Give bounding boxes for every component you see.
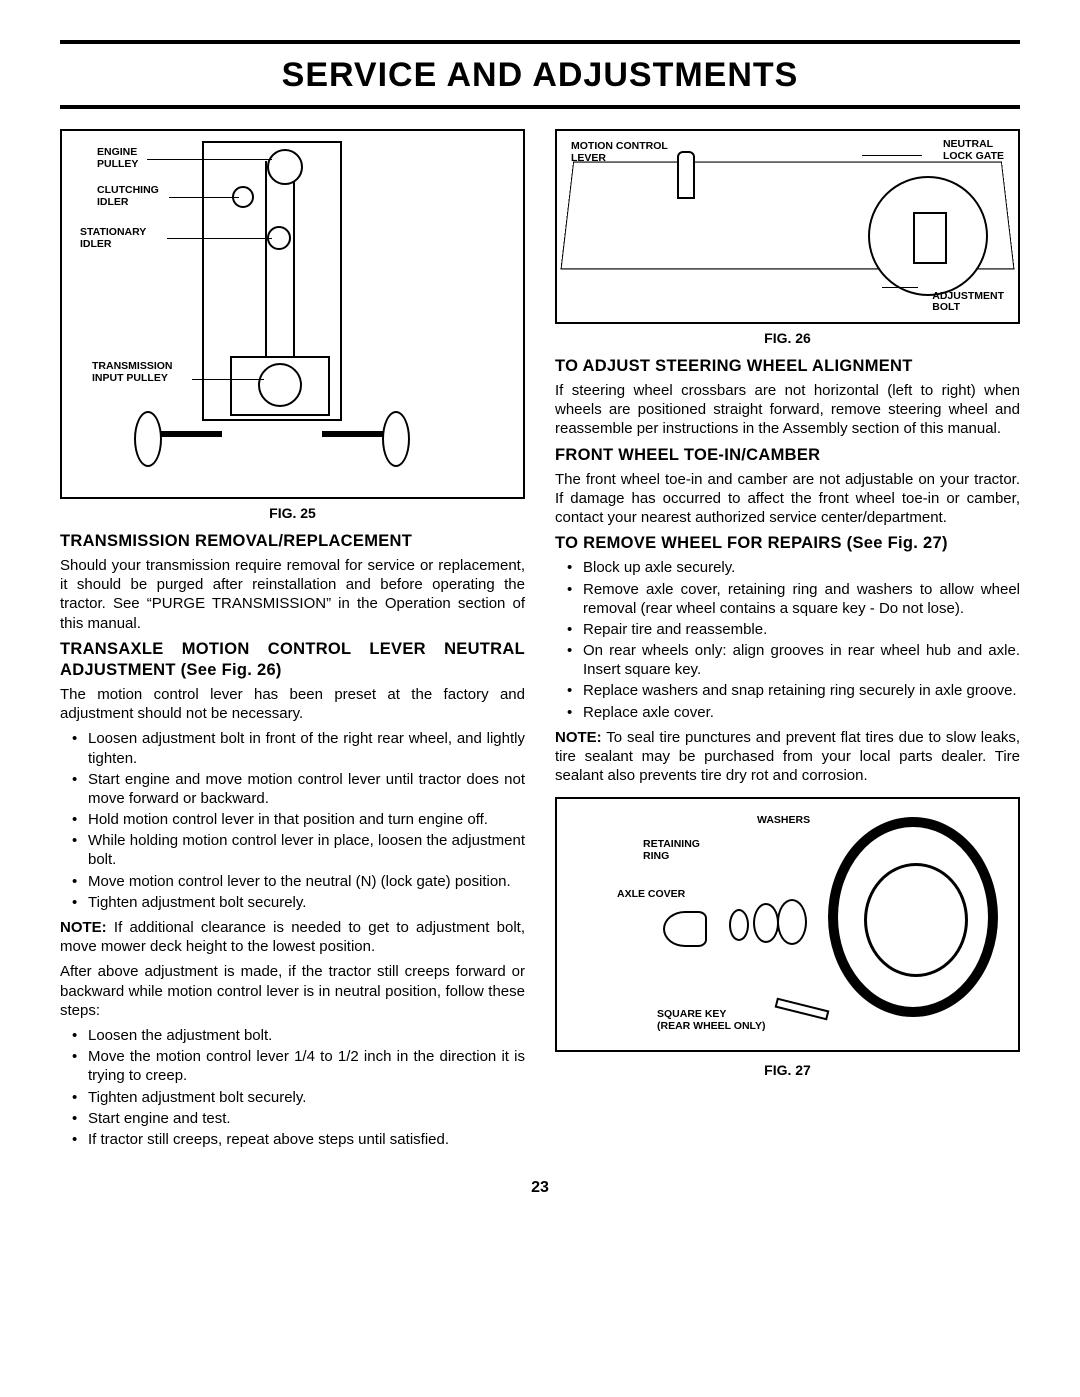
note-text: To seal tire punctures and prevent flat … [555, 729, 1020, 784]
leader-line [147, 159, 272, 160]
leader-line [882, 287, 918, 288]
label-engine-pulley: ENGINE PULLEY [97, 147, 138, 170]
figure-26-caption: FIG. 26 [555, 330, 1020, 348]
washer-icon [753, 903, 779, 943]
note-clearance: NOTE: If additional clearance is needed … [60, 918, 525, 956]
drive-belt [265, 161, 295, 389]
list-item: Move the motion control lever 1/4 to 1/2… [60, 1047, 525, 1085]
motion-control-lever-icon [677, 151, 695, 199]
paragraph: The front wheel toe-in and camber are no… [555, 470, 1020, 528]
list-item: Move motion control lever to the neutral… [60, 872, 525, 891]
axle-left [152, 431, 222, 437]
leader-line [862, 155, 922, 156]
left-column: ENGINE PULLEY CLUTCHING IDLER STATIONARY… [60, 129, 525, 1155]
engine-pulley-icon [267, 149, 303, 185]
page-number: 23 [60, 1179, 1020, 1197]
heading-steering-alignment: TO ADJUST STEERING WHEEL ALIGNMENT [555, 356, 1020, 377]
list-item: On rear wheels only: align grooves in re… [555, 641, 1020, 679]
list-item: Tighten adjustment bolt securely. [60, 1088, 525, 1107]
list-item: If tractor still creeps, repeat above st… [60, 1130, 525, 1149]
label-clutching-idler: CLUTCHING IDLER [97, 185, 159, 208]
transmission-pulley-icon [258, 363, 302, 407]
tire-left-icon [134, 411, 162, 467]
leader-line [169, 197, 239, 198]
label-square-key: SQUARE KEY (REAR WHEEL ONLY) [657, 1009, 766, 1032]
paragraph: The motion control lever has been preset… [60, 685, 525, 723]
note-tire-sealant: NOTE: To seal tire punctures and prevent… [555, 728, 1020, 786]
label-stationary-idler: STATIONARY IDLER [80, 227, 146, 250]
label-motion-control-lever: MOTION CONTROL LEVER [571, 141, 668, 164]
list-item: Remove axle cover, retaining ring and wa… [555, 580, 1020, 618]
heading-toe-in-camber: FRONT WHEEL TOE-IN/CAMBER [555, 445, 1020, 466]
list-item: Loosen the adjustment bolt. [60, 1026, 525, 1045]
label-adjustment-bolt: ADJUSTMENT BOLT [932, 291, 1004, 314]
heading-transmission-removal: TRANSMISSION REMOVAL/REPLACEMENT [60, 531, 525, 552]
list-item: Repair tire and reassemble. [555, 620, 1020, 639]
figure-27: WASHERS RETAINING RING AXLE COVER SQUARE… [555, 797, 1020, 1052]
list-item: Start engine and move motion control lev… [60, 770, 525, 808]
square-key-icon [775, 998, 830, 1021]
right-column: MOTION CONTROL LEVER NEUTRAL LOCK GATE A… [555, 129, 1020, 1155]
adjustment-bolt-detail-icon [868, 176, 988, 296]
list-item: Block up axle securely. [555, 558, 1020, 577]
heading-remove-wheel: TO REMOVE WHEEL FOR REPAIRS (See Fig. 27… [555, 533, 1020, 554]
page-title: SERVICE AND ADJUSTMENTS [60, 56, 1020, 95]
leader-line [167, 238, 272, 239]
label-washers: WASHERS [757, 815, 810, 827]
rule-under-title [60, 105, 1020, 109]
retaining-ring-icon [729, 909, 749, 941]
figure-25-caption: FIG. 25 [60, 505, 525, 523]
list-item: Tighten adjustment bolt securely. [60, 893, 525, 912]
label-axle-cover: AXLE COVER [617, 889, 685, 901]
manual-page: SERVICE AND ADJUSTMENTS ENGINE PULLEY CL… [0, 0, 1080, 1227]
label-transmission-pulley: TRANSMISSION INPUT PULLEY [92, 361, 173, 384]
washer-icon [777, 899, 807, 945]
paragraph: If steering wheel crossbars are not hori… [555, 381, 1020, 439]
rule-top [60, 40, 1020, 44]
list-item: While holding motion control lever in pl… [60, 831, 525, 869]
wheel-tire-icon [828, 817, 998, 1017]
figure-25: ENGINE PULLEY CLUTCHING IDLER STATIONARY… [60, 129, 525, 499]
paragraph: Should your transmission require removal… [60, 556, 525, 633]
label-retaining-ring: RETAINING RING [643, 839, 700, 862]
note-label: NOTE: [60, 919, 107, 936]
figure-26: MOTION CONTROL LEVER NEUTRAL LOCK GATE A… [555, 129, 1020, 324]
list-item: Start engine and test. [60, 1109, 525, 1128]
heading-transaxle-adjustment: TRANSAXLE MOTION CONTROL LEVER NEUTRAL A… [60, 639, 525, 681]
adjustment-steps-list: Loosen adjustment bolt in front of the r… [60, 729, 525, 912]
axle-cover-icon [663, 911, 707, 947]
leader-line [192, 379, 264, 380]
paragraph: After above adjustment is made, if the t… [60, 962, 525, 1020]
list-item: Hold motion control lever in that positi… [60, 810, 525, 829]
note-label: NOTE: [555, 729, 602, 746]
list-item: Replace washers and snap retaining ring … [555, 681, 1020, 700]
two-column-layout: ENGINE PULLEY CLUTCHING IDLER STATIONARY… [60, 129, 1020, 1155]
list-item: Loosen adjustment bolt in front of the r… [60, 729, 525, 767]
label-neutral-lock-gate: NEUTRAL LOCK GATE [943, 139, 1004, 162]
note-text: If additional clearance is needed to get… [60, 919, 525, 955]
figure-27-caption: FIG. 27 [555, 1062, 1020, 1080]
list-item: Replace axle cover. [555, 703, 1020, 722]
creep-steps-list: Loosen the adjustment bolt. Move the mot… [60, 1026, 525, 1149]
tire-right-icon [382, 411, 410, 467]
wheel-removal-list: Block up axle securely. Remove axle cove… [555, 558, 1020, 722]
